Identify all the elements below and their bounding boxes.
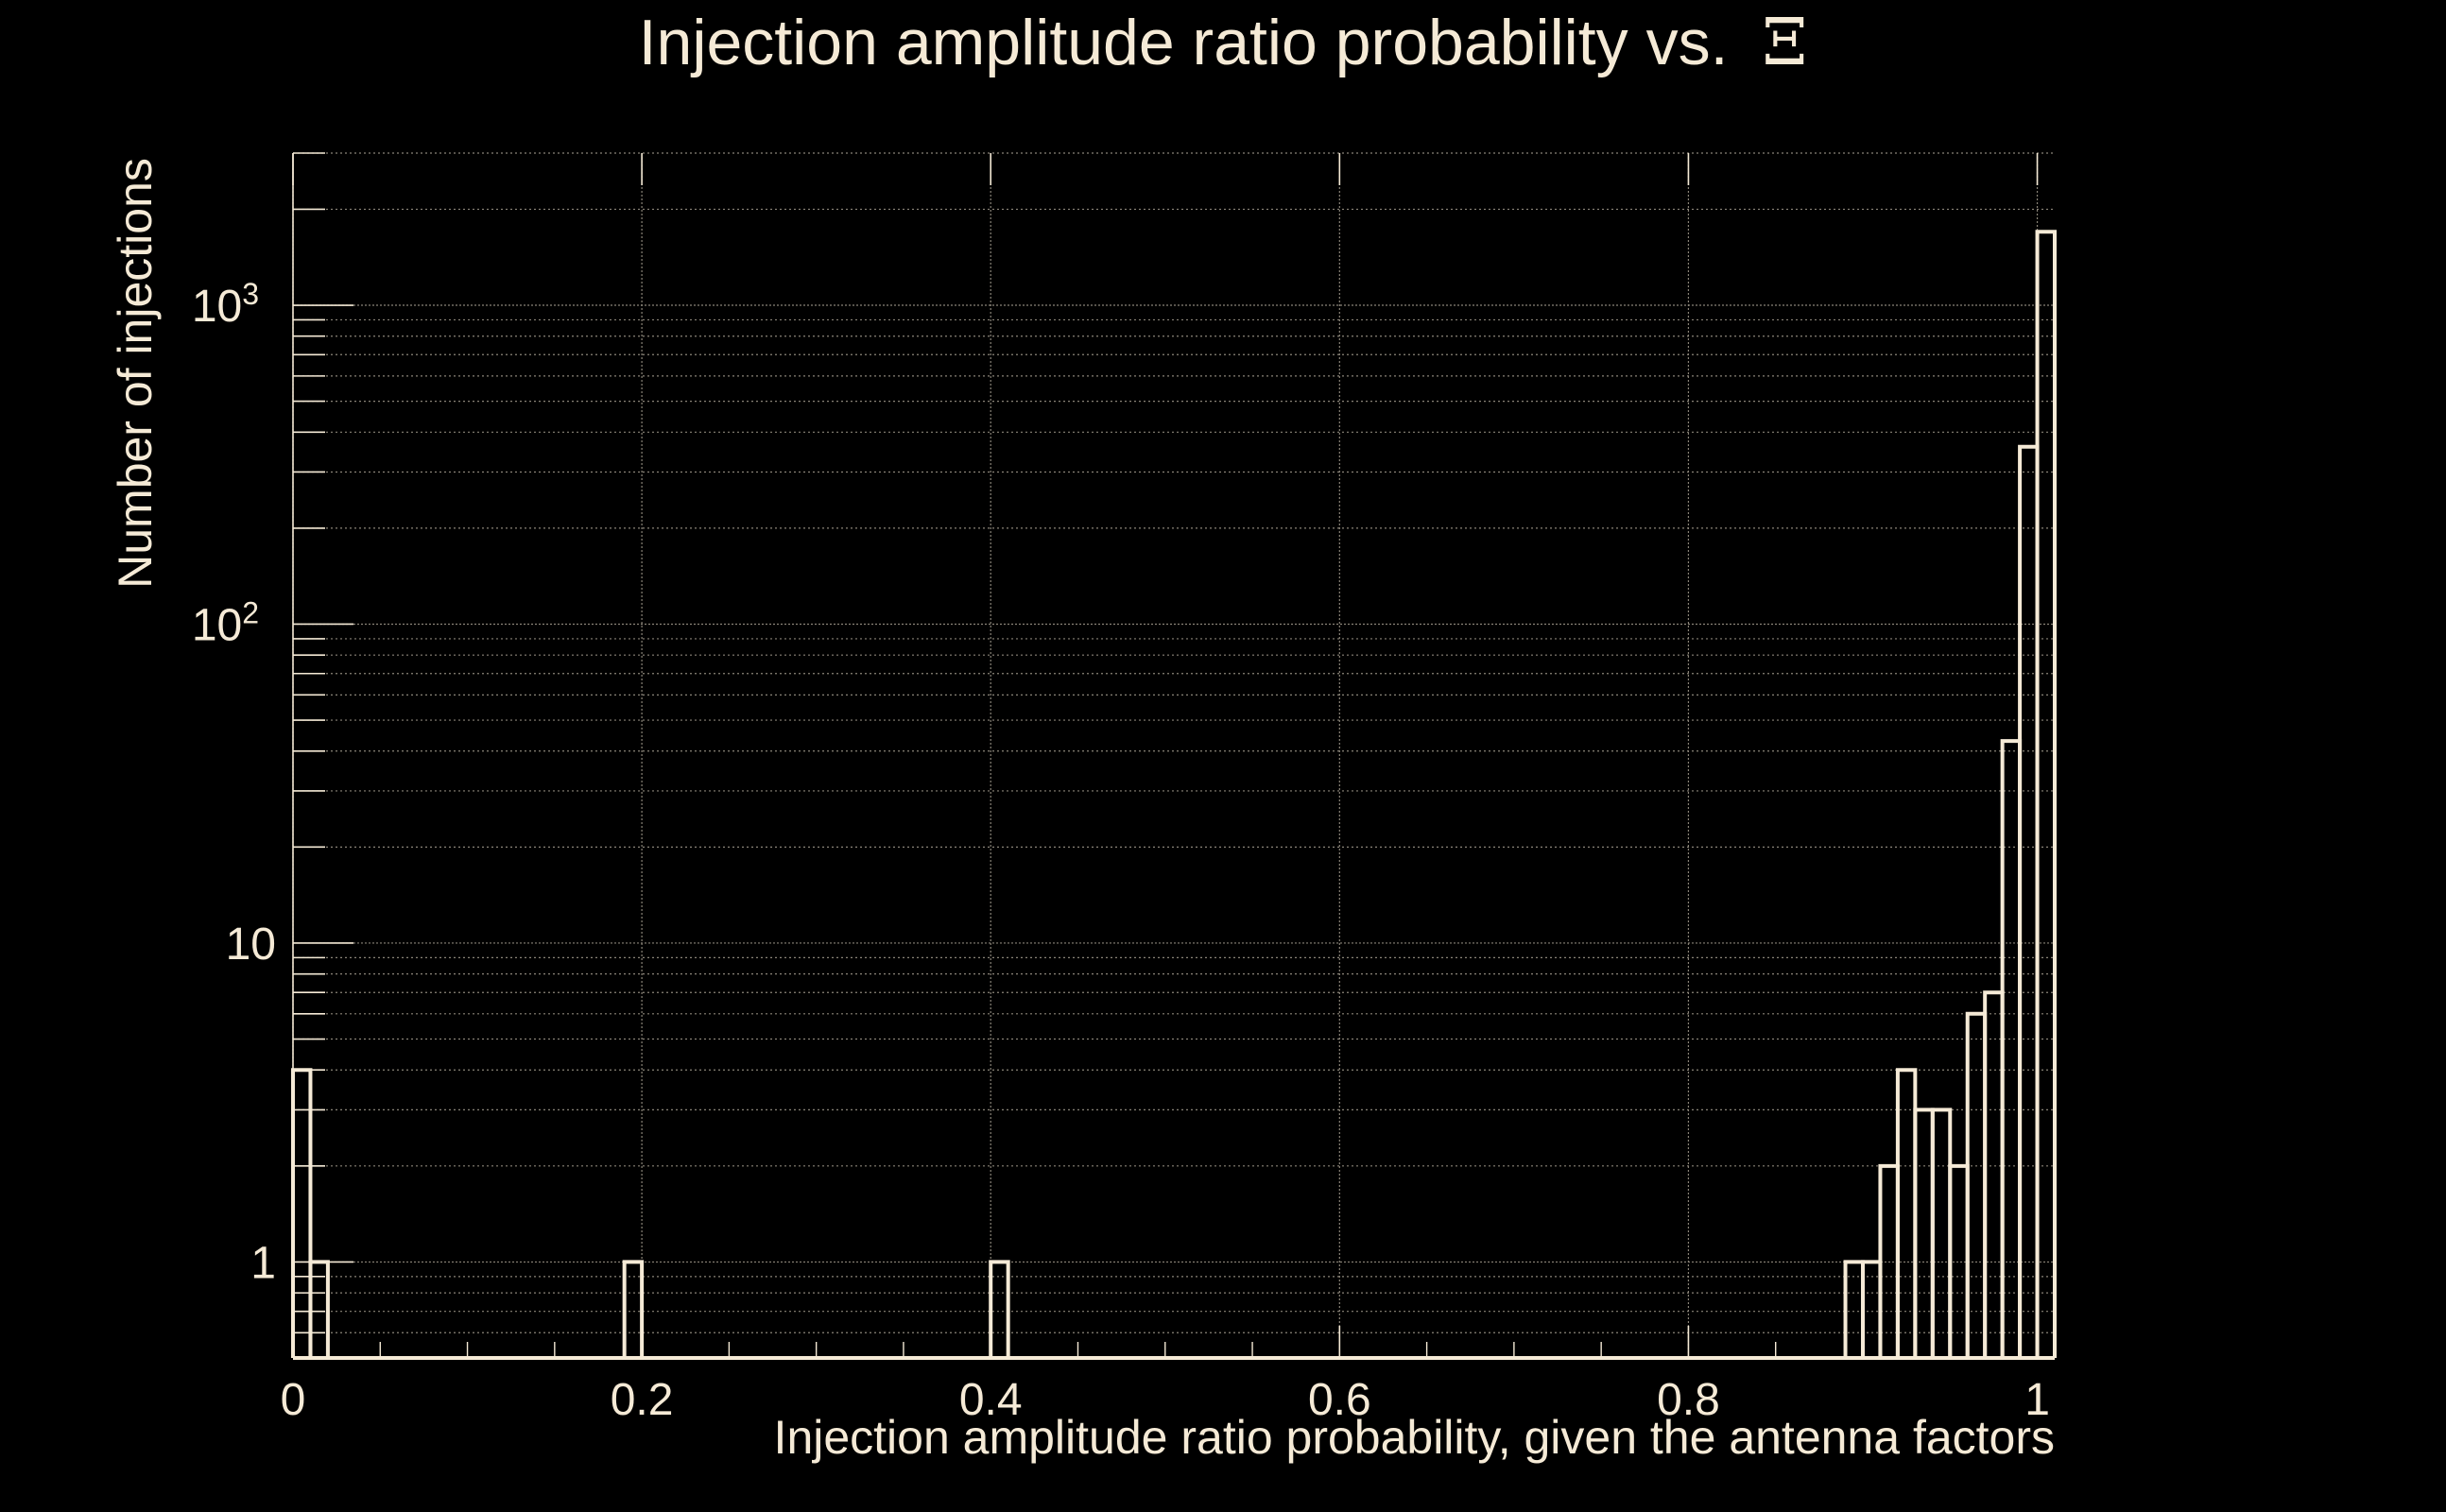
histogram-bar (1965, 1011, 1988, 1358)
x-tick-label: 0.6 (1308, 1375, 1371, 1425)
histogram-bar (1930, 1108, 1953, 1358)
x-tick-label: 0 (281, 1375, 306, 1425)
chart-title-symbol: Ξ (1762, 6, 1807, 80)
histogram-bar (2000, 739, 2023, 1358)
x-tick-label: 0.4 (959, 1375, 1023, 1425)
x-tick-label: 1 (2024, 1375, 2050, 1425)
histogram-bar (2035, 230, 2057, 1358)
y-tick-base: 10 (226, 919, 276, 970)
chart-title: Injection amplitude ratio probability vs… (639, 6, 1808, 80)
histogram-bars (291, 230, 2057, 1358)
x-axis-label: Injection amplitude ratio probability, g… (774, 1411, 2055, 1464)
minor-ticks (379, 1342, 1951, 1358)
histogram-bar (291, 1068, 313, 1358)
y-tick-label: 1 (250, 1238, 276, 1288)
x-tick-label: 0.8 (1657, 1375, 1720, 1425)
y-tick-label: 103 (192, 277, 259, 332)
y-tick-label: 102 (192, 595, 259, 650)
y-tick-label: 10 (226, 919, 276, 970)
histogram-bar (2018, 444, 2040, 1358)
histogram-bar (1913, 1108, 1935, 1358)
grid-lines (292, 152, 2055, 1359)
histogram-bar (622, 1260, 645, 1358)
y-tick-base: 10 (192, 282, 242, 332)
y-axis-label: Number of injections (109, 158, 162, 589)
x-tick-label: 0.2 (611, 1375, 674, 1425)
y-tick-exponent: 2 (242, 595, 259, 629)
chart-title-text: Injection amplitude ratio probability vs… (639, 7, 1729, 78)
y-tick-base: 10 (192, 600, 242, 650)
histogram-bar (1895, 1068, 1918, 1358)
axes (292, 152, 2055, 1360)
histogram-bar (989, 1260, 1010, 1358)
y-tick-exponent: 3 (242, 277, 259, 311)
y-tick-base: 1 (250, 1238, 276, 1288)
x-tick-labels: 0 0.2 0.4 0.6 0.8 1 (281, 1375, 2050, 1425)
histogram-bar (1983, 990, 2005, 1358)
